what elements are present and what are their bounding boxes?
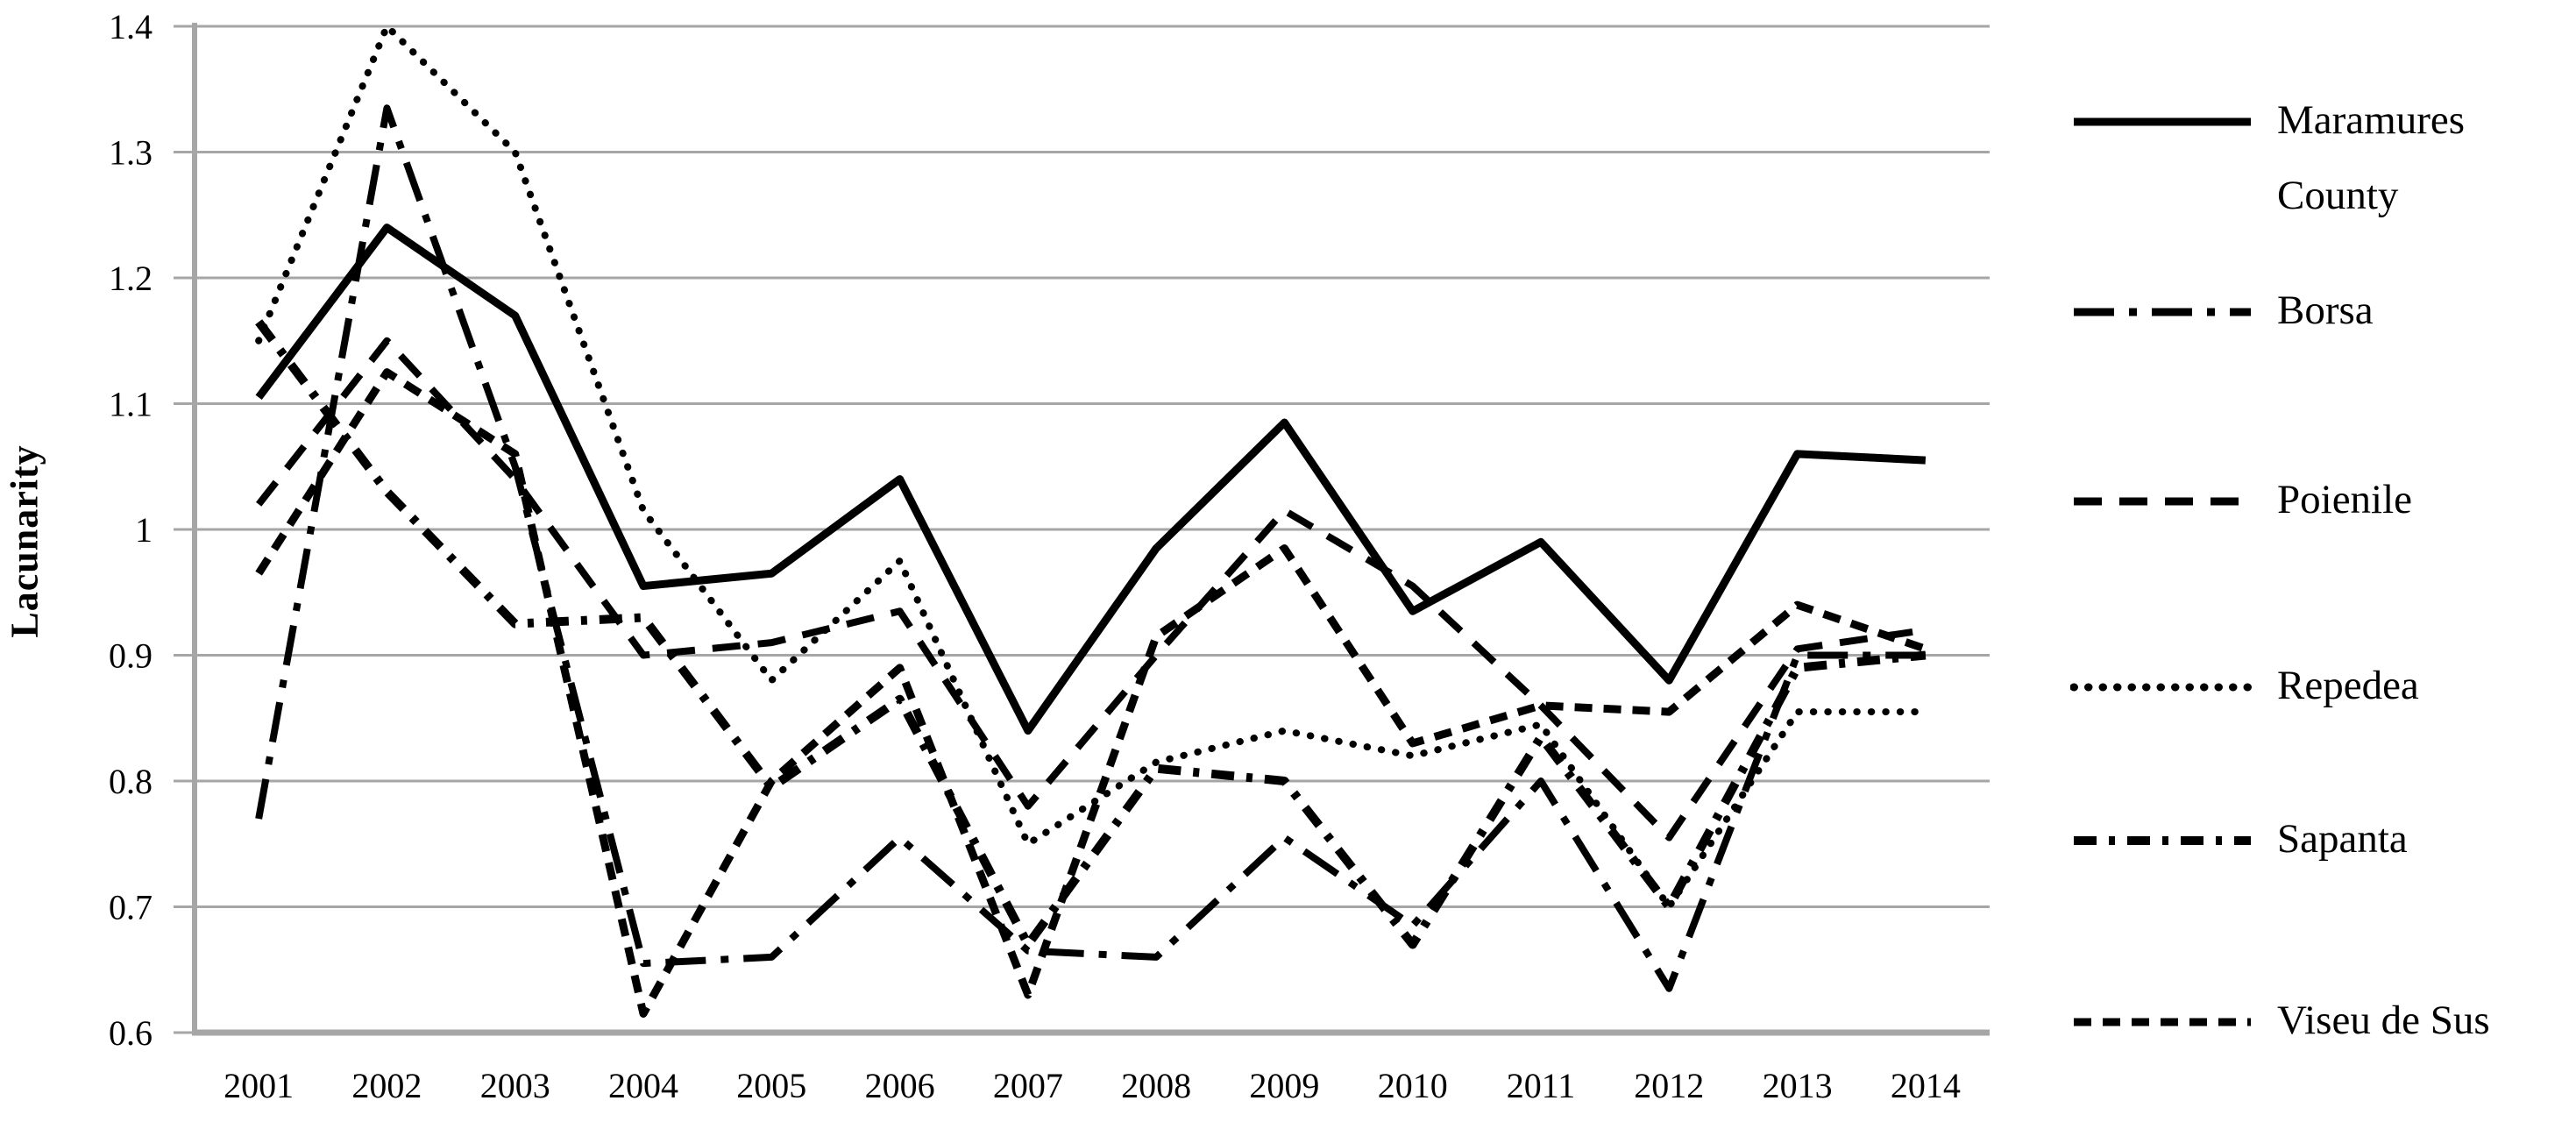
series-line-viseu-de-sus [255, 368, 1927, 1018]
legend-label: Maramures County [2277, 97, 2466, 218]
y-tick-label: 0.8 [109, 762, 153, 801]
y-tick-label: 1 [135, 510, 153, 550]
x-label-2002: 2002 [351, 1066, 422, 1105]
x-label-2006: 2006 [865, 1066, 935, 1105]
legend-label: Viseu de Sus [2277, 998, 2490, 1043]
legend-item-maramures-county: Maramures County [2070, 83, 2566, 233]
legend-label: Borsa [2277, 288, 2374, 333]
y-tick-label: 1.1 [109, 385, 153, 424]
x-label-2009: 2009 [1249, 1066, 1319, 1105]
x-label-2008: 2008 [1121, 1066, 1191, 1105]
legend-item-poienile: Poienile [2070, 463, 2412, 538]
series-line-borsa [255, 104, 1926, 992]
x-label-2004: 2004 [608, 1066, 678, 1105]
legend-item-repedea: Repedea [2070, 649, 2419, 724]
legend-line-sample-bold-dash-dot-icon [2074, 836, 2251, 845]
legend-line-sample-solid-icon [2074, 117, 2251, 126]
legend-line-sample-dashed-icon [2074, 497, 2251, 506]
x-label-2010: 2010 [1378, 1066, 1448, 1105]
series-line-maramures-county [255, 224, 1927, 735]
y-tick-label: 0.6 [109, 1013, 153, 1053]
y-tick-label: 0.7 [109, 888, 153, 927]
y-tick-label: 1.2 [109, 259, 153, 298]
x-label-2003: 2003 [480, 1066, 550, 1105]
legend-item-viseu-de-sus: Viseu de Sus [2070, 984, 2490, 1059]
x-label-2013: 2013 [1763, 1066, 1833, 1105]
series-line-poienile [255, 337, 1927, 842]
x-label-2005: 2005 [736, 1066, 806, 1105]
y-tick-label: 0.9 [109, 636, 153, 676]
legend-item-borsa: Borsa [2070, 273, 2374, 349]
legend-line-sample-dotted-icon [2070, 683, 2254, 692]
legend-line-sample-long-dash-dot-icon [2074, 308, 2251, 316]
x-label-2014: 2014 [1891, 1066, 1961, 1105]
legend-label: Poienile [2277, 477, 2413, 522]
legend-label: Sapanta [2277, 816, 2408, 862]
y-tick-label: 1.3 [109, 133, 153, 173]
legend-line-sample-short-dash-icon [2074, 1018, 2251, 1026]
legend-item-sapanta: Sapanta [2070, 802, 2408, 877]
legend-label: Repedea [2277, 663, 2419, 708]
series-line-repedea [255, 23, 1929, 911]
x-label-2007: 2007 [993, 1066, 1063, 1105]
series-line-sapanta [255, 319, 1927, 949]
x-label-2011: 2011 [1507, 1066, 1576, 1105]
y-tick-label: 1.4 [109, 7, 153, 46]
y-axis-title: Lacunarity [3, 444, 46, 638]
x-label-2012: 2012 [1634, 1066, 1704, 1105]
x-label-2001: 2001 [224, 1066, 294, 1105]
